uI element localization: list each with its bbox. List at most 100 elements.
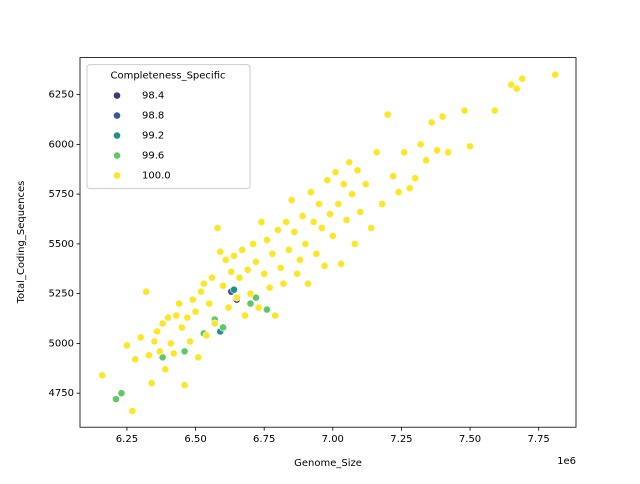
point (213, 224, 222, 232)
point (427, 118, 436, 127)
x-tick-label: 6.75 (253, 434, 275, 445)
point (293, 269, 302, 278)
x-tick-label: 6.25 (116, 434, 138, 445)
point (219, 281, 227, 290)
point (161, 365, 170, 374)
point (422, 156, 431, 165)
point (416, 140, 425, 149)
legend-label: 98.4 (142, 91, 164, 102)
point (150, 337, 159, 346)
point (153, 327, 162, 336)
point (490, 106, 499, 115)
point (265, 283, 274, 292)
point (331, 168, 340, 177)
point (405, 184, 414, 193)
point (257, 218, 266, 226)
point (180, 347, 189, 356)
legend-label: 99.2 (142, 131, 164, 142)
point (326, 210, 334, 218)
point (194, 353, 203, 362)
legend-box (86, 64, 251, 190)
point (249, 239, 258, 248)
point (367, 224, 376, 232)
point (298, 212, 307, 220)
point (284, 245, 293, 254)
legend-marker (113, 151, 121, 160)
point (175, 299, 183, 308)
point (348, 190, 356, 199)
point (295, 255, 304, 264)
point (169, 349, 178, 358)
point (337, 259, 345, 268)
point (112, 395, 120, 404)
point (328, 232, 337, 240)
point (279, 279, 288, 288)
point (238, 245, 247, 254)
point (246, 289, 255, 298)
legend-marker (113, 131, 121, 140)
point (323, 176, 332, 185)
point (158, 319, 167, 328)
point (334, 200, 343, 208)
y-tick-label: 5000 (49, 338, 74, 349)
point (290, 228, 299, 236)
point (320, 261, 329, 270)
legend-label: 100.0 (142, 171, 171, 182)
point (276, 263, 285, 272)
legend-title: Completeness_Specific (110, 71, 225, 82)
point (361, 180, 370, 189)
y-tick-label: 5500 (49, 239, 74, 250)
point (202, 331, 211, 340)
point (188, 295, 197, 304)
point (177, 323, 186, 332)
x-tick-label: 6.50 (184, 434, 206, 445)
point (306, 188, 315, 197)
legend-marker (113, 171, 121, 180)
point (345, 158, 354, 167)
point (309, 218, 318, 226)
legend-label: 98.8 (142, 111, 164, 122)
point (252, 257, 260, 266)
point (263, 236, 271, 244)
legend-marker (113, 91, 121, 100)
point (155, 347, 164, 356)
point (353, 166, 362, 175)
point (282, 218, 291, 226)
point (271, 311, 280, 320)
x-axis-label: Genome_Size (294, 458, 362, 469)
point (312, 249, 321, 258)
point (372, 148, 381, 157)
point (142, 287, 151, 296)
point (123, 341, 131, 350)
x-tick-label: 7.75 (528, 434, 550, 445)
point (164, 313, 173, 322)
point (191, 307, 200, 316)
point (466, 142, 474, 151)
point (186, 337, 194, 346)
point (518, 74, 527, 83)
point (205, 299, 214, 308)
point (98, 371, 107, 380)
point (216, 247, 225, 256)
point (389, 172, 398, 181)
point (268, 249, 277, 258)
point (356, 208, 365, 216)
point (438, 112, 447, 121)
point (235, 273, 244, 282)
plot-frame (79, 57, 577, 428)
point (411, 174, 420, 183)
point (263, 305, 271, 314)
point (383, 110, 392, 119)
x-tick-label: 7.00 (322, 434, 344, 445)
point (433, 146, 442, 155)
point (246, 299, 255, 308)
point (166, 339, 175, 348)
point (117, 389, 126, 398)
point (317, 224, 326, 232)
point (221, 255, 230, 264)
point (224, 303, 233, 312)
point (199, 279, 208, 288)
point (128, 407, 137, 415)
point (378, 200, 387, 208)
y-axis-label: Total_Coding_Sequences (16, 181, 27, 305)
